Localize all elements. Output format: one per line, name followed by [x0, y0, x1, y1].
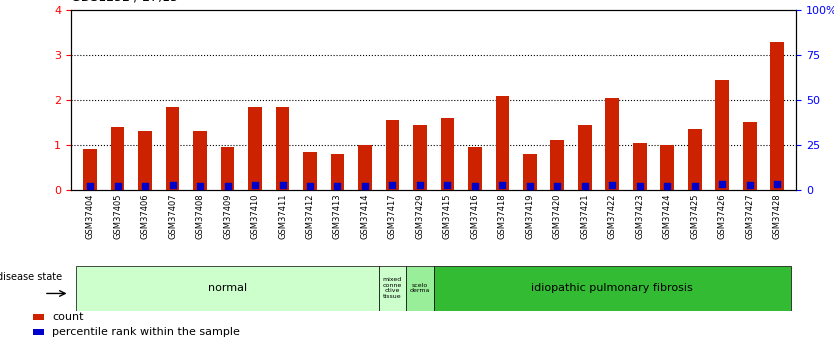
Bar [193, 131, 207, 190]
Point [331, 183, 344, 189]
Bar [83, 149, 97, 190]
Point [276, 182, 289, 188]
Text: scelo
derma: scelo derma [409, 283, 430, 293]
Point [414, 183, 427, 188]
Point [523, 184, 536, 189]
Text: GSM37419: GSM37419 [525, 194, 535, 239]
Bar [111, 127, 124, 190]
Text: GSM37427: GSM37427 [746, 194, 754, 239]
Bar [221, 147, 234, 190]
Text: GSM37410: GSM37410 [250, 194, 259, 239]
Text: GSM37426: GSM37426 [718, 194, 726, 239]
Bar [633, 143, 646, 190]
Point [166, 182, 179, 188]
Text: GSM37412: GSM37412 [305, 194, 314, 239]
Bar [495, 96, 510, 190]
Bar [716, 80, 729, 190]
Text: GSM37416: GSM37416 [470, 194, 480, 239]
Bar [166, 107, 179, 190]
Bar [406, 266, 434, 311]
Text: GSM37404: GSM37404 [86, 194, 94, 239]
Bar [33, 314, 43, 320]
Point [221, 184, 234, 189]
Point [359, 183, 372, 189]
Bar [771, 42, 784, 190]
Bar [303, 152, 317, 190]
Point [304, 184, 317, 189]
Text: GSM37424: GSM37424 [663, 194, 672, 239]
Point [771, 181, 784, 187]
Point [578, 183, 591, 188]
Text: GSM37421: GSM37421 [580, 194, 590, 239]
Bar [249, 107, 262, 190]
Text: percentile rank within the sample: percentile rank within the sample [52, 327, 240, 337]
Text: GSM37409: GSM37409 [223, 194, 232, 239]
Bar [468, 147, 482, 190]
Point [468, 183, 481, 189]
Text: GSM37413: GSM37413 [333, 194, 342, 239]
Bar [688, 129, 701, 190]
Text: GSM37407: GSM37407 [168, 194, 177, 239]
Text: mixed
conne
ctive
tissue: mixed conne ctive tissue [383, 277, 402, 299]
Text: GSM37417: GSM37417 [388, 194, 397, 239]
Bar [743, 122, 756, 190]
Text: GSM37408: GSM37408 [195, 194, 204, 239]
Text: GSM37429: GSM37429 [415, 194, 425, 239]
Text: GSM37411: GSM37411 [278, 194, 287, 239]
Point [550, 183, 564, 188]
Bar [440, 118, 455, 190]
Point [193, 183, 207, 188]
Bar [413, 125, 427, 190]
Text: normal: normal [208, 283, 247, 293]
Bar [578, 125, 591, 190]
Point [440, 183, 454, 188]
Point [688, 183, 701, 188]
Bar [33, 329, 43, 335]
Bar [550, 140, 565, 190]
Bar [330, 154, 344, 190]
Text: count: count [52, 312, 83, 322]
Text: GSM37422: GSM37422 [608, 194, 617, 239]
Bar [276, 107, 289, 190]
Point [661, 183, 674, 189]
Point [138, 183, 152, 189]
Bar [605, 98, 619, 190]
Text: GSM37423: GSM37423 [636, 194, 645, 239]
Text: GSM37418: GSM37418 [498, 194, 507, 239]
Text: idiopathic pulmonary fibrosis: idiopathic pulmonary fibrosis [531, 283, 693, 293]
Point [605, 182, 619, 187]
Text: GSM37415: GSM37415 [443, 194, 452, 239]
Point [495, 182, 509, 187]
Text: disease state: disease state [0, 272, 63, 282]
Point [386, 183, 399, 188]
Bar [661, 145, 674, 190]
Bar [523, 154, 537, 190]
Point [83, 184, 97, 189]
Point [111, 183, 124, 188]
Point [716, 181, 729, 187]
Text: GSM37414: GSM37414 [360, 194, 369, 239]
Bar [385, 120, 399, 190]
Bar [434, 266, 791, 311]
Text: GSM37428: GSM37428 [773, 194, 781, 239]
Point [633, 183, 646, 189]
Text: GSM37420: GSM37420 [553, 194, 562, 239]
Text: GSM37425: GSM37425 [691, 194, 699, 239]
Bar [77, 266, 379, 311]
Text: GSM37405: GSM37405 [113, 194, 122, 239]
Point [743, 183, 756, 188]
Text: GDS1252 / 27,13: GDS1252 / 27,13 [71, 0, 178, 3]
Point [249, 182, 262, 188]
Bar [138, 131, 152, 190]
Bar [379, 266, 406, 311]
Text: GSM37406: GSM37406 [141, 194, 149, 239]
Bar [358, 145, 372, 190]
